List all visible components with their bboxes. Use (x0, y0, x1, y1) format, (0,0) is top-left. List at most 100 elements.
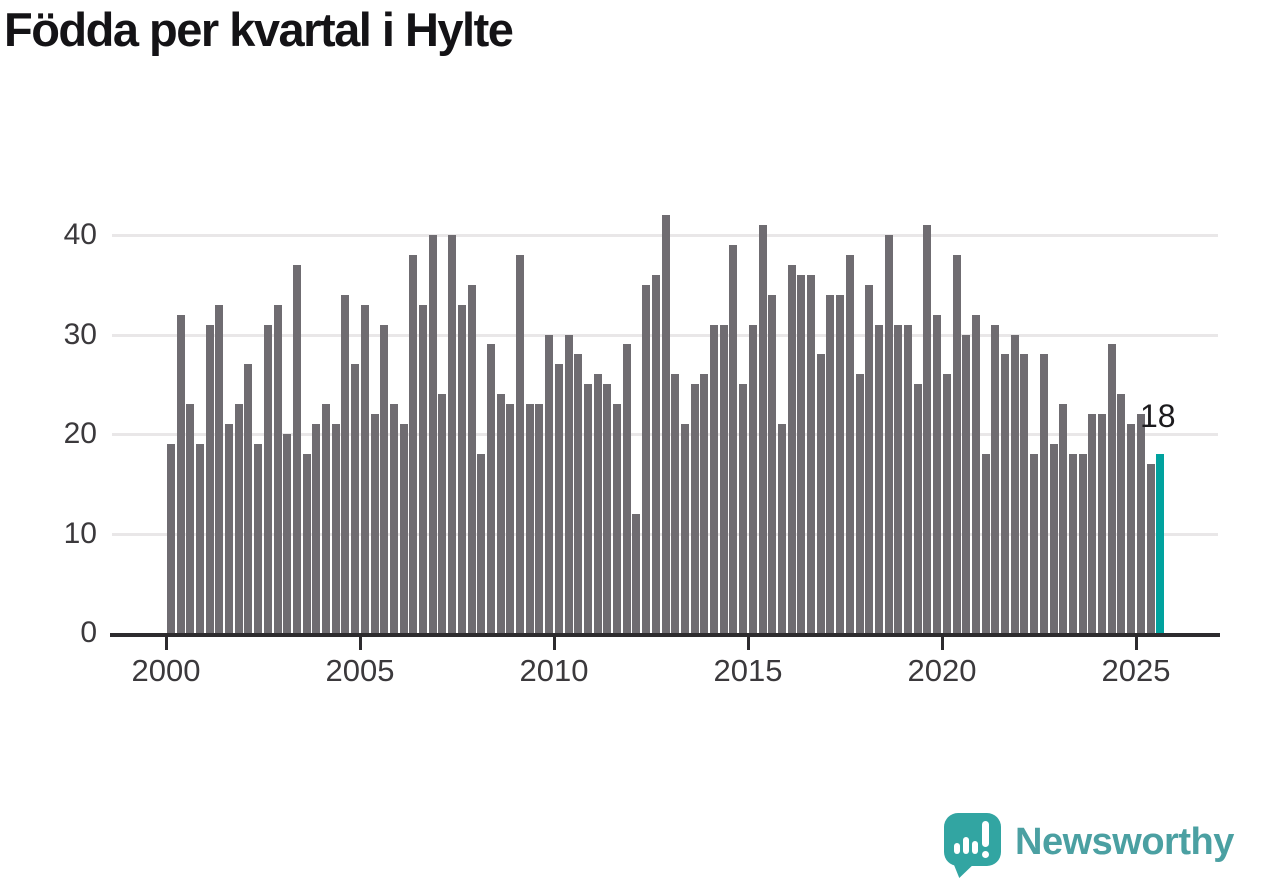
y-tick-label: 0 (80, 616, 97, 649)
bar-2000-Q4 (195, 443, 204, 633)
bar-2012-Q4 (661, 215, 670, 633)
bar-2022-Q3 (1039, 354, 1048, 633)
bar-2008-Q1 (477, 453, 486, 633)
bar-2007-Q2 (448, 235, 457, 633)
bar-2017-Q2 (836, 294, 845, 633)
bar-2023-Q3 (1078, 453, 1087, 633)
bar-2012-Q1 (632, 513, 641, 633)
bar-2009-Q3 (535, 404, 544, 633)
bar-2013-Q4 (700, 374, 709, 633)
bar-2004-Q3 (341, 294, 350, 633)
bar-2024-Q2 (1107, 344, 1116, 633)
bar-2016-Q4 (816, 354, 825, 633)
bar-2008-Q4 (506, 404, 515, 633)
logo-exclamation-dot-icon (982, 851, 989, 858)
last-value-annotation: 18 (1140, 398, 1176, 434)
bar-2015-Q1 (748, 324, 757, 633)
bar-2023-Q1 (1059, 404, 1068, 633)
bar-2001-Q1 (205, 324, 214, 633)
bar-2010-Q2 (564, 334, 573, 633)
newsworthy-logo: Newsworthy (944, 812, 1260, 878)
bar-2013-Q3 (690, 384, 699, 633)
bar-2023-Q4 (1088, 414, 1097, 633)
x-tick-label: 2020 (907, 653, 977, 688)
bar-2000-Q1 (166, 443, 175, 633)
bar-2010-Q3 (574, 354, 583, 633)
y-tick-label: 30 (63, 317, 97, 351)
bar-2014-Q4 (739, 384, 748, 633)
x-tick-label: 2000 (131, 653, 201, 688)
bar-2005-Q3 (380, 324, 389, 633)
bar-2022-Q2 (1030, 453, 1039, 633)
x-tick-mark (164, 637, 168, 650)
bar-2013-Q1 (671, 374, 680, 633)
bar-2002-Q2 (254, 443, 263, 633)
bar-2025-Q1 (1136, 414, 1145, 633)
bar-2012-Q2 (642, 284, 651, 633)
bar-2024-Q3 (1117, 394, 1126, 633)
bar-2023-Q2 (1068, 453, 1077, 633)
logo-mini-bar-icon (963, 837, 969, 854)
bar-2016-Q2 (797, 274, 806, 633)
bar-2000-Q3 (186, 404, 195, 633)
bar-2017-Q3 (845, 254, 854, 633)
bar-2020-Q3 (962, 334, 971, 633)
bar-2019-Q3 (923, 225, 932, 633)
newsworthy-speech-bubble-icon (944, 813, 1001, 866)
x-tick-mark (940, 637, 944, 650)
bar-2012-Q3 (651, 274, 660, 633)
bar-2021-Q4 (1010, 334, 1019, 633)
bar-2016-Q3 (807, 274, 816, 633)
x-axis-line (110, 633, 1220, 637)
bar-2007-Q1 (438, 394, 447, 633)
bar-2017-Q4 (855, 374, 864, 633)
bar-2015-Q4 (777, 424, 786, 633)
bar-2014-Q3 (729, 244, 738, 633)
bar-2007-Q3 (457, 304, 466, 633)
bar-2009-Q1 (516, 254, 525, 633)
x-tick-label: 2010 (519, 653, 589, 688)
bar-2020-Q1 (942, 374, 951, 633)
bar-2009-Q2 (525, 404, 534, 633)
bar-2017-Q1 (826, 294, 835, 633)
bar-2004-Q1 (322, 404, 331, 633)
x-tick-label: 2025 (1101, 653, 1171, 688)
bar-2002-Q3 (263, 324, 272, 633)
bar-2006-Q4 (428, 235, 437, 633)
bar-2010-Q1 (554, 364, 563, 633)
y-tick-label: 10 (63, 516, 97, 550)
bar-2005-Q2 (370, 414, 379, 633)
bar-2018-Q4 (894, 324, 903, 633)
x-tick-mark (1134, 637, 1138, 650)
bar-2014-Q1 (710, 324, 719, 633)
bar-2001-Q2 (215, 304, 224, 633)
y-tick-label: 40 (63, 218, 97, 251)
bar-2011-Q2 (603, 384, 612, 633)
bar-2004-Q2 (331, 424, 340, 633)
speech-bubble-tail-icon (952, 860, 978, 878)
bar-2019-Q1 (904, 324, 913, 633)
bar-2007-Q4 (467, 284, 476, 633)
bar-2003-Q2 (292, 264, 301, 633)
x-tick-label: 2005 (325, 653, 395, 688)
bar-2001-Q3 (225, 424, 234, 633)
chart-title: Födda per kvartal i Hylte (4, 3, 514, 56)
bar-2011-Q1 (593, 374, 602, 633)
logo-exclamation-icon (982, 821, 989, 847)
bar-2022-Q1 (1020, 354, 1029, 633)
logo-mini-bar-icon (972, 841, 978, 854)
logo-mini-bar-icon (954, 843, 960, 854)
bar-2006-Q1 (399, 424, 408, 633)
bar-2018-Q3 (884, 235, 893, 633)
x-tick-mark (358, 637, 362, 650)
bar-2018-Q1 (865, 284, 874, 633)
bar-2000-Q2 (176, 314, 185, 633)
bar-2025-Q2 (1146, 463, 1155, 633)
bar-2015-Q3 (768, 294, 777, 633)
bar-2014-Q2 (719, 324, 728, 633)
bar-2002-Q4 (273, 304, 282, 633)
bar-2013-Q2 (680, 424, 689, 633)
bar-2020-Q4 (971, 314, 980, 633)
bar-2018-Q2 (874, 324, 883, 633)
bar-2021-Q1 (981, 453, 990, 633)
